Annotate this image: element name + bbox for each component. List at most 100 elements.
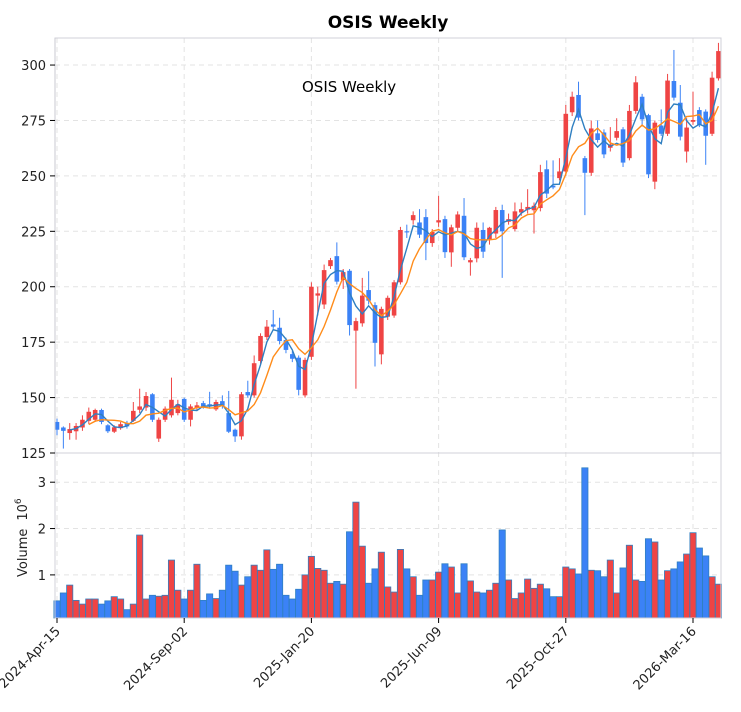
candle-body [493, 210, 499, 234]
candle-body [347, 270, 352, 326]
volume-bar [237, 584, 245, 619]
volume-bar [422, 579, 430, 619]
candle-body [588, 128, 594, 173]
volume-bar [409, 576, 417, 619]
volume-bar [78, 603, 86, 619]
volume-bar [231, 570, 239, 619]
candle-body [359, 295, 365, 324]
volume-bar [479, 592, 487, 619]
candle-body [162, 408, 168, 420]
price-tick-label: 125 [21, 447, 46, 462]
volume-bar [613, 592, 621, 619]
price-tick-label: 225 [21, 225, 46, 240]
candle-body [207, 404, 212, 407]
candle-body [264, 326, 270, 338]
chart-title: OSIS Weekly [328, 13, 449, 33]
x-tick-label: 2024-Apr-15 [0, 624, 64, 691]
volume-bar [193, 563, 201, 619]
volume-bar [619, 567, 627, 619]
candle-body [290, 354, 295, 359]
candle-body [137, 406, 142, 410]
candle-body [582, 158, 588, 173]
candle-body [499, 210, 505, 232]
candle-body [639, 96, 645, 120]
candle-body [538, 172, 543, 209]
volume-bar [295, 588, 303, 619]
candle-body [372, 305, 378, 343]
candle-body [671, 81, 677, 98]
volume-bar [651, 541, 659, 619]
candle-body [296, 357, 301, 390]
candle-body [455, 214, 460, 228]
volume-bar [683, 553, 691, 619]
volume-bar [435, 571, 443, 619]
volume-bar [384, 586, 392, 619]
volume-bar [339, 583, 347, 619]
candle-body [633, 82, 639, 111]
candle-body [111, 427, 117, 432]
volume-tick-label: 3 [38, 476, 46, 491]
volume-bar [161, 594, 169, 619]
volume-bar [390, 591, 398, 619]
volume-bar [454, 592, 462, 619]
volume-bar [180, 598, 188, 619]
price-tick-label: 200 [21, 281, 46, 296]
volume-bar [276, 563, 284, 619]
candle-body [487, 227, 492, 240]
volume-bar [600, 576, 608, 619]
volume-bar [269, 568, 277, 619]
candle-body [251, 363, 257, 396]
candle-body [340, 272, 346, 281]
candle-body [258, 335, 263, 361]
volume-bar [257, 569, 265, 619]
candle-body [391, 282, 397, 316]
candle-body [86, 411, 92, 421]
candle-body [417, 222, 422, 235]
volume-bar [123, 609, 131, 619]
candle-body [429, 231, 435, 244]
candle-body [569, 96, 575, 113]
candle-body [366, 290, 371, 301]
candle-body [474, 227, 480, 259]
volume-bar [187, 589, 195, 619]
candle-body [181, 398, 187, 420]
candle-body [328, 260, 333, 267]
volume-bar [441, 563, 449, 619]
candle-body [684, 127, 689, 152]
candle-body [557, 171, 562, 179]
volume-bar [695, 547, 703, 619]
candle-body [525, 206, 530, 210]
candle-body [169, 399, 174, 416]
candle-body [385, 297, 391, 317]
volume-bar [498, 529, 506, 619]
candle-body [595, 133, 600, 140]
candle-body [410, 215, 416, 221]
candle-body [563, 113, 569, 172]
volume-bar [485, 589, 493, 619]
candle-body [283, 339, 289, 350]
candle-body [245, 392, 251, 396]
candle-body [709, 77, 715, 134]
volume-bar [326, 582, 334, 619]
volume-bar [664, 570, 672, 619]
volume-bar [587, 569, 595, 619]
volume-panel-frame [54, 452, 722, 619]
volume-bar [104, 600, 112, 619]
moving-averages [69, 88, 720, 431]
price-tick-label: 150 [21, 392, 46, 407]
volume-bar [352, 501, 360, 619]
volume-bar [66, 584, 74, 619]
volume-bar [644, 538, 652, 619]
volume-bar [594, 570, 602, 619]
volume-bar [657, 579, 665, 619]
price-tick-label: 175 [21, 336, 46, 351]
volume-bar [543, 588, 551, 619]
volume-bar [562, 566, 570, 619]
candle-body [677, 102, 683, 137]
volume-bar [218, 589, 226, 619]
candle-body [131, 410, 136, 421]
volume-tick-label: 2 [38, 523, 46, 538]
volume-bar [549, 596, 557, 619]
candle-body [601, 132, 607, 155]
